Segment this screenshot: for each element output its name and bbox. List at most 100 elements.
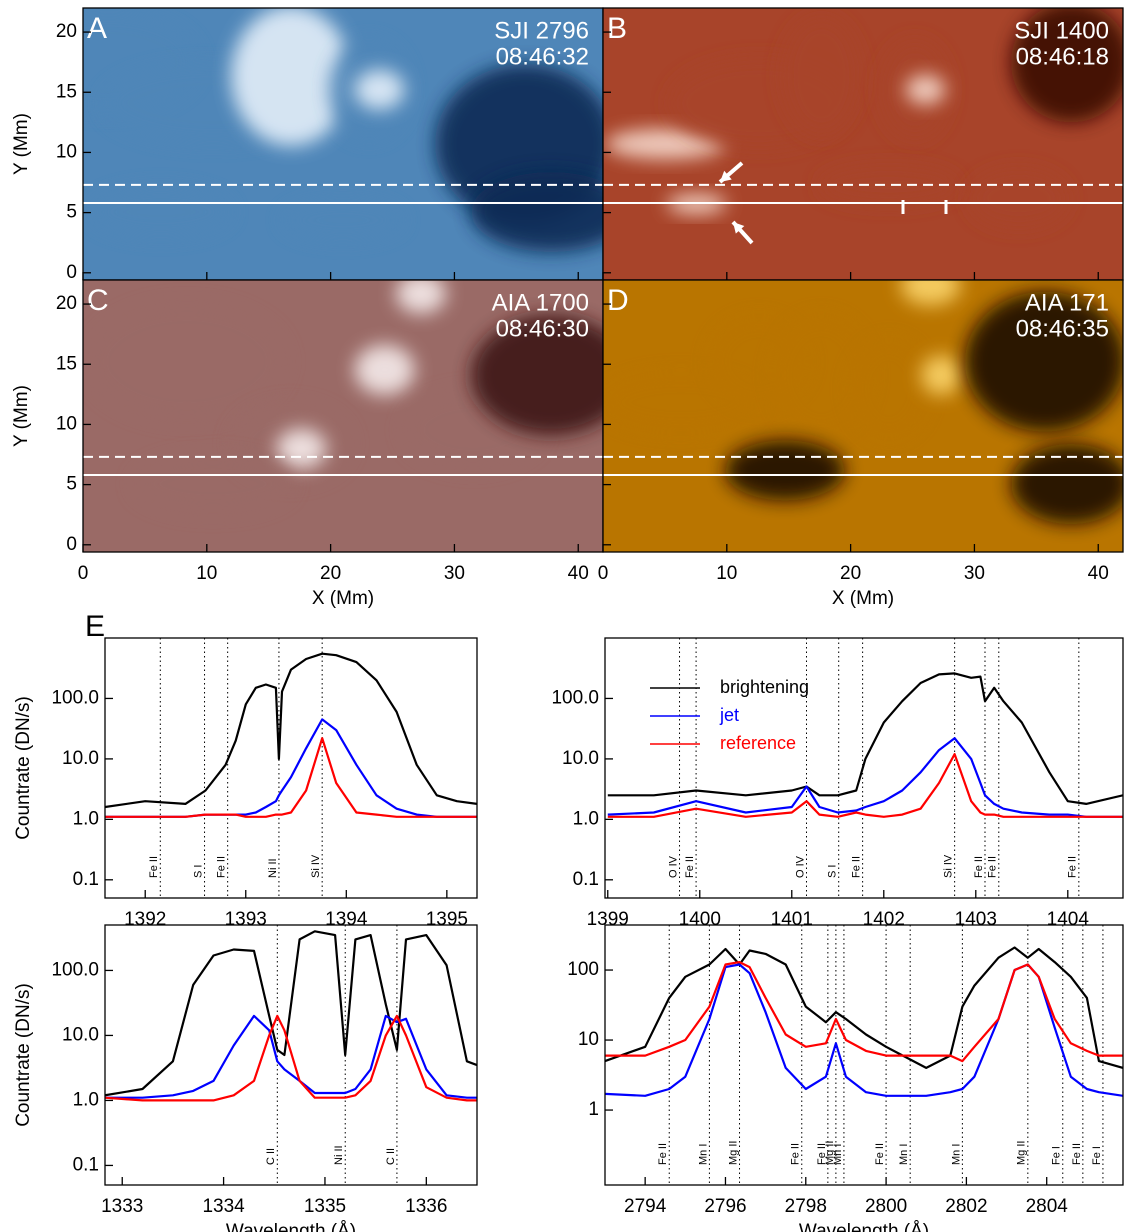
image-feature	[1011, 444, 1123, 524]
x-tick-label: 40	[1088, 563, 1109, 584]
panel-letter: E	[85, 610, 105, 643]
image-feature	[969, 168, 1069, 229]
x-tick-label: 20	[840, 563, 861, 584]
y-axis-label: Y (Mm)	[11, 113, 32, 175]
time-label: 08:46:35	[1016, 315, 1109, 342]
spectral-line-label: O IV	[667, 855, 679, 878]
x-tick-label: 1395	[426, 909, 468, 930]
x-tick-label: 0	[598, 563, 609, 584]
spectrum-line	[105, 1014, 477, 1099]
image-feature	[354, 69, 405, 110]
y-tick-label: 0	[66, 534, 77, 555]
spectral-line-label: S I	[827, 865, 839, 878]
x-tick-label: 1401	[771, 909, 813, 930]
spectral-line-label: Mg II	[824, 1141, 836, 1165]
y-tick-label: 1.0	[573, 808, 599, 829]
y-tick-label: 20	[56, 293, 77, 314]
image-feature	[781, 16, 862, 136]
y-tick-label: 100	[567, 959, 599, 980]
image-feature	[900, 280, 961, 306]
x-axis-label: X (Mm)	[832, 588, 894, 609]
image-feature	[354, 344, 415, 395]
spectrum-line	[105, 1014, 477, 1102]
arrow-head	[720, 170, 732, 182]
spectral-line-label: Si IV	[943, 854, 955, 878]
spectral-line-label: Fe II	[987, 856, 999, 878]
x-tick-label: 1393	[225, 909, 267, 930]
panel-letter: D	[607, 284, 629, 317]
x-tick-label: 1394	[325, 909, 368, 930]
x-tick-label: 1403	[955, 909, 997, 930]
x-tick-label: 1333	[101, 1196, 143, 1217]
spectral-line-label: Fe II	[657, 1143, 669, 1165]
panel-letter: B	[607, 12, 627, 45]
image-feature	[905, 74, 946, 105]
spectrum-line	[605, 946, 1123, 1069]
image-feature	[87, 301, 287, 422]
spectral-line-label: Si IV	[310, 854, 322, 878]
spectral-line-label: Mn I	[950, 1144, 962, 1165]
plot-area	[105, 638, 477, 898]
spectral-line-label: Mg II	[1016, 1141, 1028, 1165]
axes-frame	[604, 637, 1124, 899]
spectral-line-label: Fe II	[816, 1143, 828, 1165]
spectrum-line	[607, 737, 1123, 818]
channel-label: SJI 2796	[494, 17, 589, 44]
y-tick-label: 10	[578, 1029, 599, 1050]
legend-label: brightening	[720, 677, 809, 697]
axes-frame	[604, 924, 1124, 1186]
plot-area	[83, 8, 603, 280]
y-tick-label: 1.0	[73, 808, 99, 829]
axes-frame	[602, 279, 1124, 553]
spectral-line-label: Fe II	[1071, 1143, 1083, 1165]
spectral-line-label: Fe I	[1091, 1146, 1103, 1165]
x-tick-label: 2794	[624, 1196, 667, 1217]
spectrum-line	[607, 672, 1123, 805]
image-feature	[849, 338, 929, 439]
y-tick-label: 10	[56, 141, 77, 162]
image-feature	[605, 129, 726, 159]
channel-label: AIA 171	[1025, 289, 1109, 316]
y-tick-label: 10	[56, 413, 77, 434]
x-tick-label: 2804	[1026, 1196, 1069, 1217]
y-axis-label: Y (Mm)	[11, 385, 32, 447]
spectrum-line	[605, 963, 1123, 1097]
image-feature	[819, 164, 959, 205]
plot-area	[603, 280, 1123, 552]
spectral-line-label: Fe I	[1051, 1146, 1063, 1165]
spectrum-line	[105, 737, 477, 818]
x-tick-label: 2798	[785, 1196, 827, 1217]
y-tick-label: 0.1	[573, 869, 599, 890]
spectral-line-label: Ni II	[267, 858, 279, 878]
spectral-line-label: Mg II	[727, 1141, 739, 1165]
x-axis-label: X (Mm)	[312, 588, 374, 609]
plot-area	[605, 925, 1123, 1185]
spectral-line-label: S I	[192, 865, 204, 878]
spectral-line-label: Ni II	[333, 1145, 345, 1165]
spectral-line-label: Mn I	[898, 1144, 910, 1165]
y-tick-label: 15	[56, 353, 77, 374]
y-tick-label: 1.0	[73, 1089, 99, 1110]
image-feature	[471, 172, 603, 252]
x-axis-label: Wavelength (Å)	[226, 1221, 356, 1232]
image-feature	[921, 355, 961, 396]
x-tick-label: 1402	[863, 909, 905, 930]
time-label: 08:46:30	[496, 315, 589, 342]
plot-area	[603, 8, 1123, 280]
x-tick-label: 40	[568, 563, 589, 584]
x-tick-label: 0	[78, 563, 89, 584]
x-tick-label: 10	[716, 563, 737, 584]
x-axis-label: Wavelength (Å)	[799, 1221, 929, 1232]
channel-label: SJI 1400	[1014, 17, 1109, 44]
image-feature	[91, 187, 231, 237]
spectral-line-label: Mn I	[697, 1144, 709, 1165]
y-tick-label: 0	[66, 262, 77, 283]
y-tick-label: 100.0	[51, 687, 99, 708]
y-tick-label: 100.0	[551, 687, 599, 708]
x-tick-label: 1400	[679, 909, 721, 930]
spectral-line-label: C II	[385, 1148, 397, 1165]
plot-area	[105, 925, 477, 1185]
image-feature	[283, 200, 403, 241]
image-feature	[965, 291, 1123, 432]
